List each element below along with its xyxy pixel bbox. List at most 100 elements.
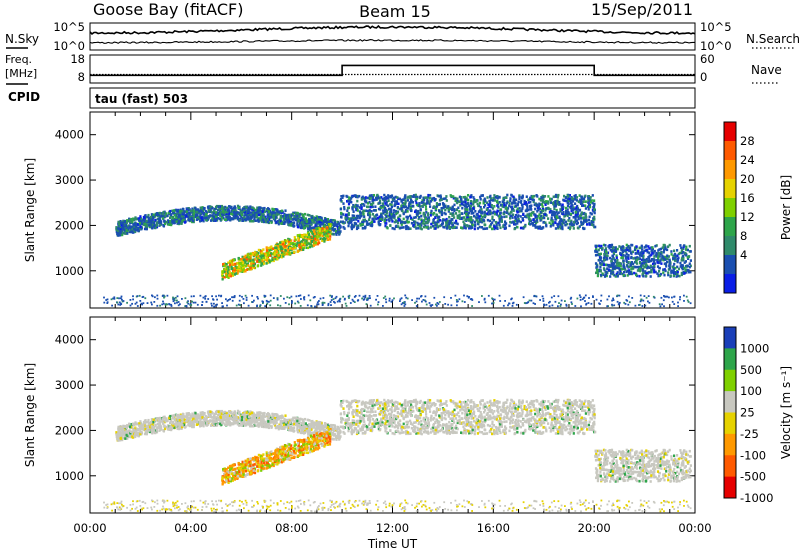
power-cell (567, 226, 570, 229)
power-cell (166, 214, 169, 218)
power-cell (357, 214, 360, 218)
power-cell (565, 199, 568, 203)
power-cell (173, 210, 176, 214)
power-cell (390, 300, 393, 303)
power-cell (227, 261, 230, 265)
power-cell (573, 194, 576, 198)
power-cell (439, 219, 442, 222)
power-cell (183, 213, 186, 217)
power-cell (205, 216, 208, 220)
power-cell (277, 251, 280, 254)
power-cell (266, 251, 270, 254)
power-cell (663, 305, 665, 308)
power-cell (521, 195, 524, 198)
power-cell (502, 224, 505, 227)
power-cell (139, 215, 142, 218)
power-cell (394, 203, 397, 206)
power-cell (525, 209, 528, 213)
power-cell (488, 225, 491, 229)
power-cell (562, 211, 565, 214)
power-cell (354, 203, 357, 207)
power-cell (513, 227, 516, 231)
nave-right-tick-low: 0 (700, 70, 707, 84)
power-cell (560, 212, 563, 215)
power-panel-ylabel: Slant Range [km] (23, 158, 37, 262)
power-cell (209, 205, 212, 209)
power-cell (444, 224, 448, 227)
power-cell (618, 245, 621, 248)
power-cell (436, 225, 439, 229)
power-cell (600, 263, 603, 266)
power-cell (272, 217, 275, 220)
power-cell (231, 207, 234, 211)
power-cell (405, 215, 408, 219)
power-cell (176, 299, 178, 302)
power-cell (423, 198, 426, 202)
power-cell (115, 230, 118, 234)
power-cell (493, 205, 496, 208)
power-cell (544, 213, 547, 216)
power-cell (452, 196, 455, 200)
power-cell (503, 215, 506, 219)
power-cell (521, 217, 524, 221)
power-cell (615, 261, 619, 265)
power-cell (311, 245, 314, 248)
power-cell (267, 218, 271, 221)
power-cell (538, 227, 541, 230)
power-cell (313, 241, 316, 245)
power-cell (243, 265, 246, 268)
power-cell (293, 215, 296, 219)
power-cell (426, 213, 430, 217)
power-cell (245, 299, 248, 301)
power-cell (393, 220, 396, 224)
power-cell (610, 259, 613, 263)
power-cell (667, 273, 670, 277)
power-cell (249, 254, 252, 257)
power-cell (652, 251, 655, 254)
power-cell (435, 205, 438, 208)
power-cell (138, 217, 141, 220)
power-cell (415, 300, 418, 303)
power-cell (445, 206, 448, 210)
power-cell (657, 274, 660, 278)
power-cell (499, 212, 502, 215)
power-cell (286, 220, 289, 224)
power-cell (236, 267, 239, 271)
power-cell (512, 195, 515, 199)
power-cell (592, 223, 595, 227)
power-cell (390, 213, 393, 216)
power-cell (502, 198, 506, 202)
power-cell (396, 211, 399, 215)
power-cell (362, 203, 365, 206)
power-cell (515, 219, 519, 222)
power-cell (356, 204, 359, 208)
power-cell (305, 220, 308, 223)
power-cell (375, 298, 377, 301)
power-cell (126, 230, 129, 233)
power-cell (573, 197, 577, 201)
power-cell (305, 243, 308, 246)
power-cell (189, 210, 192, 213)
power-cell (384, 206, 387, 210)
power-cell (605, 274, 608, 278)
power-cell (432, 196, 436, 200)
power-cell (615, 256, 618, 259)
power-cell (326, 220, 329, 224)
power-cell (498, 201, 501, 204)
power-cell (116, 297, 119, 299)
power-cell (625, 247, 628, 250)
power-cell (404, 201, 407, 204)
power-cell (343, 205, 346, 209)
power-cell (462, 200, 465, 204)
power-cell (631, 250, 635, 254)
power-cell (336, 230, 339, 234)
power-cell (603, 259, 606, 262)
power-cell (451, 205, 454, 209)
power-cell (236, 269, 240, 273)
power-cell (638, 257, 641, 260)
power-cell (300, 221, 303, 224)
power-cell (307, 294, 310, 297)
power-cell (634, 256, 637, 260)
power-cell (240, 259, 243, 263)
power-cell (580, 214, 583, 217)
